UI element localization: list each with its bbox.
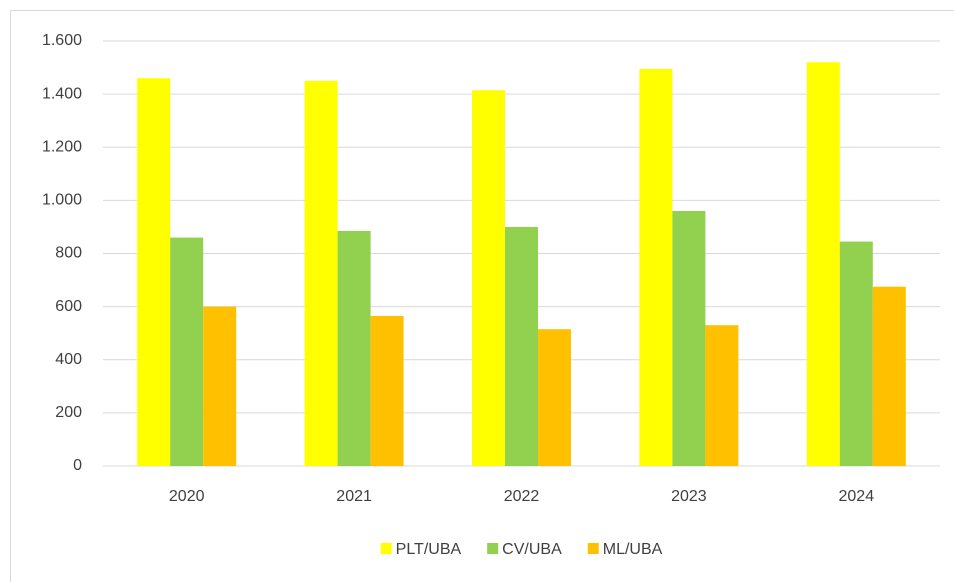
legend-swatch — [380, 543, 392, 554]
bar — [170, 237, 204, 466]
legend-label: CV/UBA — [502, 541, 562, 558]
bar — [370, 315, 404, 466]
x-tick-label: 2024 — [839, 488, 875, 505]
bar — [203, 306, 237, 466]
bar — [839, 241, 873, 466]
bar — [705, 325, 739, 466]
y-tick-label: 1.000 — [42, 192, 82, 209]
y-tick-label: 200 — [55, 404, 82, 421]
bar — [672, 211, 706, 466]
bar — [472, 90, 505, 466]
bar — [137, 78, 171, 466]
bar — [505, 226, 538, 466]
x-tick-label: 2023 — [671, 488, 707, 505]
bar — [639, 68, 673, 466]
y-tick-label: 1.600 — [42, 32, 82, 49]
y-tick-label: 1.200 — [42, 138, 82, 155]
bar — [872, 286, 906, 466]
y-tick-label: 0 — [73, 457, 82, 474]
y-tick-label: 1.400 — [42, 85, 82, 102]
bar — [806, 62, 840, 466]
bar — [538, 329, 571, 466]
x-tick-label: 2020 — [169, 488, 205, 505]
legend-label: PLT/UBA — [396, 541, 462, 558]
y-tick-label: 600 — [55, 298, 82, 315]
legend-swatch — [487, 543, 499, 554]
y-tick-label: 800 — [55, 245, 82, 262]
legend-swatch — [587, 543, 599, 554]
bar — [337, 230, 371, 466]
chart-border — [10, 10, 954, 582]
y-tick-label: 400 — [55, 351, 82, 368]
bar — [304, 80, 338, 466]
legend-label: ML/UBA — [603, 541, 663, 558]
x-tick-label: 2022 — [504, 488, 540, 505]
x-tick-label: 2021 — [336, 488, 372, 505]
